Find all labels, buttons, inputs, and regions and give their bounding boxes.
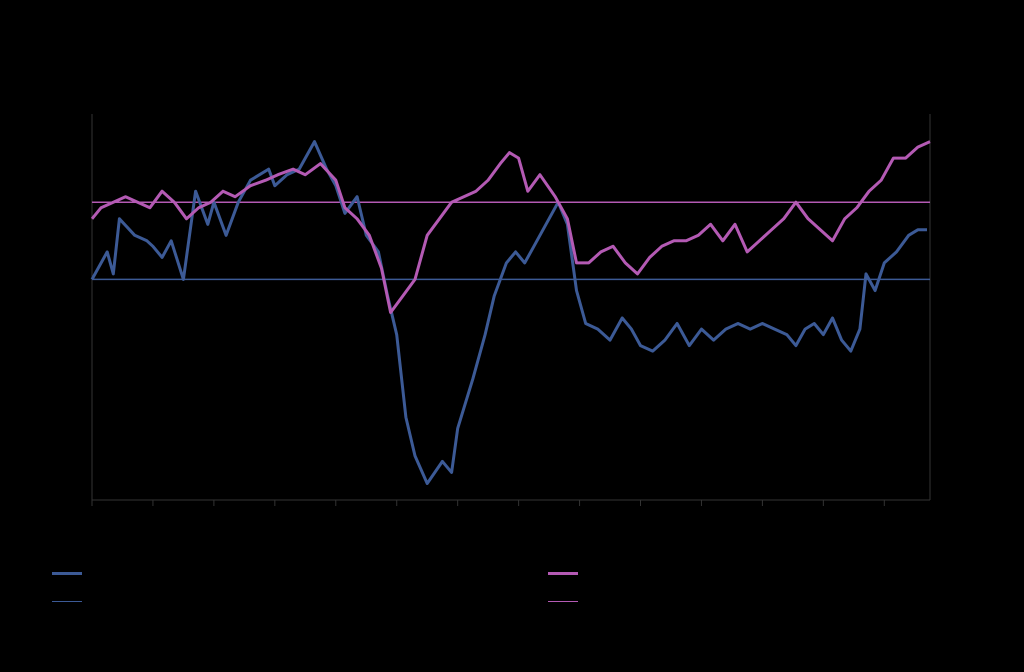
legend-label-keskiarvo-teollisuus: Pitkän aikavälin keskiarvo (teollisuus): [90, 590, 422, 612]
y-tick-right-0: 30: [952, 104, 972, 124]
plot-area: [92, 114, 930, 500]
y-tick-right-7: -40: [952, 490, 978, 510]
x-tick-label-2: 06: [234, 518, 254, 538]
legend-swatch-keskiarvo-kuluttajat: [548, 600, 578, 602]
legend-item-kuluttajat: Kuluttajat: [548, 562, 669, 584]
y-tick-right-6: -30: [952, 435, 978, 455]
chart-code: VM/KT/0: [868, 634, 919, 649]
x-tick-label-3: 07: [295, 518, 315, 538]
legend-item-keskiarvo-teollisuus: Pitkän aikavälin keskiarvo (teollisuus): [52, 590, 421, 612]
x-tick-label-0: 04: [112, 518, 132, 538]
y-tick-left-7: -40: [60, 490, 86, 510]
legend-swatch-kuluttajat: [548, 571, 578, 575]
x-tick-label-12: 16: [844, 518, 864, 538]
legend-swatch-keskiarvo-teollisuus: [52, 600, 82, 602]
legend-item-keskiarvo-kuluttajat: Pitkän aikavälin keskiarvo (kuluttajat): [548, 590, 914, 612]
y-tick-left-1: 20: [66, 159, 86, 179]
legend-item-teollisuus: Teollisuus: [52, 562, 178, 584]
x-tick-label-8: 12: [600, 518, 620, 538]
series-line-0: [90, 140, 927, 485]
chart-title: Teollisuuden ja kuluttajien luottamus: [92, 22, 573, 55]
legend-swatch-teollisuus: [52, 571, 82, 575]
x-tick-label-10: 14: [722, 518, 742, 538]
x-tick-label-11: 15: [783, 518, 803, 538]
legend-label-teollisuus: Teollisuus: [90, 562, 178, 584]
y-tick-right-3: 0: [952, 269, 962, 289]
x-tick-label-4: 08: [356, 518, 376, 538]
legend-label-keskiarvo-kuluttajat: Pitkän aikavälin keskiarvo (kuluttajat): [586, 590, 914, 612]
y-tick-left-0: 30: [66, 104, 86, 124]
x-tick-label-7: 11: [540, 518, 559, 538]
x-tick-label-13: 17: [905, 518, 925, 538]
x-tick-label-9: 13: [661, 518, 681, 538]
y-tick-left-2: 10: [66, 214, 86, 234]
y-tick-left-4: -10: [60, 325, 86, 345]
x-tick-label-5: 09: [417, 518, 437, 538]
y-tick-right-2: 10: [952, 214, 972, 234]
source-note: Lähde: Euroopan komissio: [92, 630, 294, 649]
y-tick-left-5: -20: [60, 380, 86, 400]
x-tick-label-1: 05: [173, 518, 193, 538]
y-tick-left-3: 0: [76, 269, 86, 289]
y-tick-right-5: -20: [952, 380, 978, 400]
y-tick-right-1: 20: [952, 159, 972, 179]
chart-subtitle: saldo, kausitasoitettu: [92, 60, 317, 87]
series-line-1: [90, 140, 931, 314]
x-tick-label-6: 10: [478, 518, 498, 538]
legend-label-kuluttajat: Kuluttajat: [586, 562, 670, 584]
y-tick-right-4: -10: [952, 325, 978, 345]
y-tick-left-6: -30: [60, 435, 86, 455]
